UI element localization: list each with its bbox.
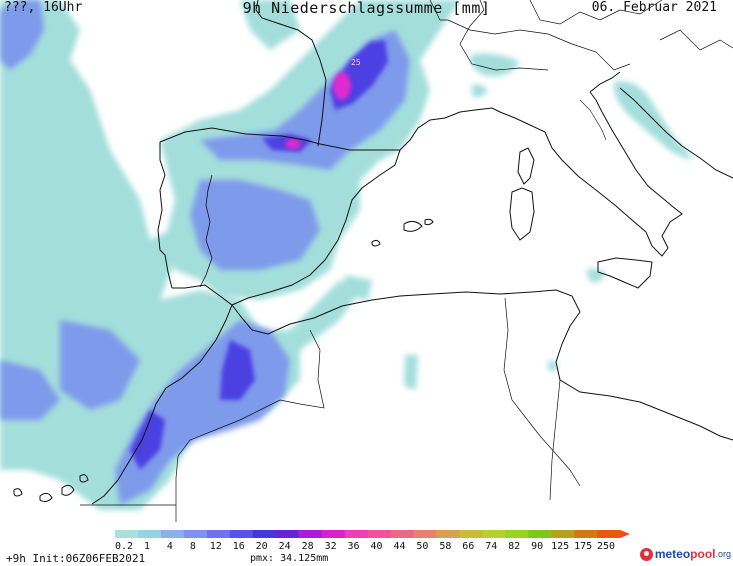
coastline-layer [13,0,733,522]
run-time-label: ???, 16Uhr [4,0,83,15]
colorbar-segment [298,530,323,538]
colorbar-tick-label: 20 [255,541,268,552]
colorbar-arrow [620,530,630,538]
colorbar-tick-label: 58 [439,541,452,552]
colorbar-tick-label: 250 [596,541,616,552]
colorbar-segment [321,530,346,538]
colorbar-segment [160,530,185,538]
colorbar-tick-label: 175 [574,541,593,552]
colorbar-tick-label: 90 [531,541,544,552]
colorbar-segment [574,530,598,538]
colorbar-tick-label: 0.2 [114,541,134,552]
colorbar-segment [344,530,368,538]
colorbar-segment [505,530,529,538]
colorbar-tick-label: 40 [370,541,383,552]
colorbar-segment [597,530,621,538]
colorbar-segment [206,530,231,538]
colorbar-segment [115,530,139,538]
colorbar-segment [551,530,575,538]
colorbar-tick-label: 24 [278,541,291,552]
colorbar-tick-label: 1 [143,541,151,552]
colorbar-tick-label: 12 [209,541,222,552]
colorbar-tick-label: 32 [324,541,337,552]
colorbar-tick-label: 125 [551,541,570,552]
precipitation-map [0,0,733,522]
colorbar-segment [275,530,300,538]
colorbar-segment [367,530,391,538]
meteopool-logo[interactable]: meteo pool .org [639,547,731,561]
pmx-value: pmx: 34.125mm [250,553,329,564]
colorbar [115,530,630,538]
colorbar-segment [183,530,208,538]
colorbar-tick-label: 16 [232,541,245,552]
logo-text-pool: pool [690,547,716,561]
logo-text-meteo: meteo [654,547,691,561]
legend-footer: 0.2 1 4 8 12 16 20 24 28 32 36 40 44 50 58 66 74 82 90 125 1… [0,528,733,566]
colorbar-segment [229,530,254,538]
colorbar-tick-label: 36 [347,541,360,552]
colorbar-segment [390,530,414,538]
colorbar-segment [436,530,460,538]
colorbar-tick-label: 82 [508,541,521,552]
colorbar-segment [252,530,277,538]
colorbar-tick-label: 4 [166,541,173,552]
colorbar-tick-label: 66 [462,541,475,552]
colorbar-segment [482,530,506,538]
colorbar-segment [528,530,552,538]
colorbar-segment [137,530,162,538]
colorbar-tick-label: 44 [393,541,406,552]
map-title: 9h Niederschlagssumme [mm] [242,0,491,17]
colorbar-segment [413,530,437,538]
colorbar-tick-label: 8 [189,541,196,552]
max-precip-marker: 25 [351,58,361,67]
colorbar-tick-label: 50 [416,541,429,552]
colorbar-tick-label: 74 [485,541,498,552]
run-info: +9h Init:06Z06FEB2021 [6,552,146,565]
forecast-date: 06. Februar 2021 [591,0,717,15]
logo-text-org: .org [715,549,731,559]
logo-icon [639,547,653,561]
colorbar-tick-label: 28 [301,541,314,552]
colorbar-segment [459,530,483,538]
precip-peak-layer [285,72,351,149]
